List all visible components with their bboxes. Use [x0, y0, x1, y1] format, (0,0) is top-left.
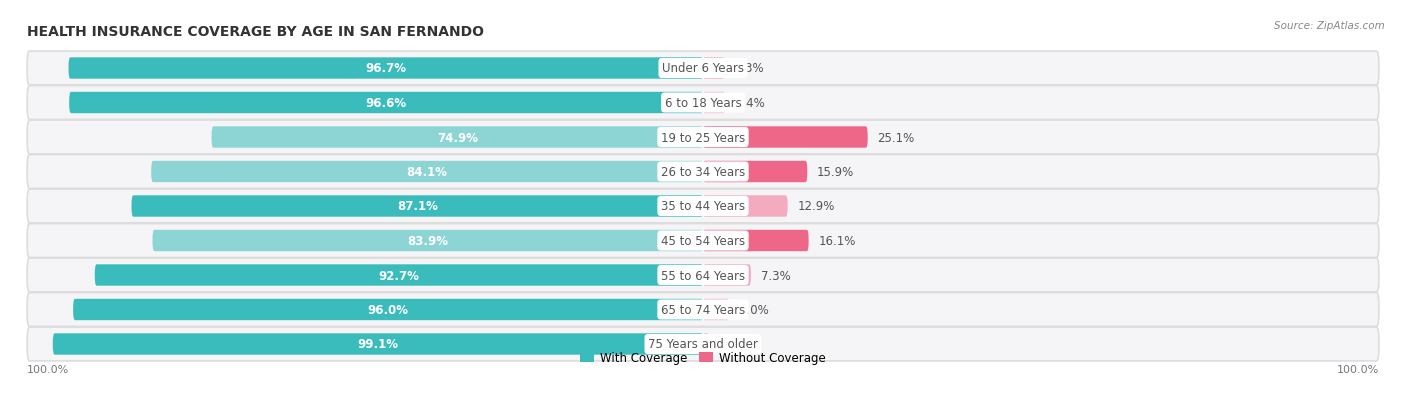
- Text: 84.1%: 84.1%: [406, 166, 447, 178]
- Text: Source: ZipAtlas.com: Source: ZipAtlas.com: [1274, 21, 1385, 31]
- Text: Under 6 Years: Under 6 Years: [662, 62, 744, 75]
- Text: 96.6%: 96.6%: [366, 97, 406, 110]
- FancyBboxPatch shape: [27, 52, 1379, 86]
- Text: 7.3%: 7.3%: [761, 269, 790, 282]
- Text: 83.9%: 83.9%: [408, 235, 449, 247]
- FancyBboxPatch shape: [703, 299, 730, 320]
- Text: 6 to 18 Years: 6 to 18 Years: [665, 97, 741, 110]
- Text: 45 to 54 Years: 45 to 54 Years: [661, 235, 745, 247]
- FancyBboxPatch shape: [211, 127, 703, 148]
- FancyBboxPatch shape: [27, 190, 1379, 223]
- Text: 55 to 64 Years: 55 to 64 Years: [661, 269, 745, 282]
- Text: 75 Years and older: 75 Years and older: [648, 338, 758, 351]
- FancyBboxPatch shape: [703, 334, 709, 355]
- Text: 96.0%: 96.0%: [367, 303, 409, 316]
- FancyBboxPatch shape: [132, 196, 703, 217]
- Text: 99.1%: 99.1%: [357, 338, 398, 351]
- FancyBboxPatch shape: [703, 93, 725, 114]
- FancyBboxPatch shape: [94, 265, 703, 286]
- FancyBboxPatch shape: [152, 230, 703, 252]
- FancyBboxPatch shape: [703, 196, 787, 217]
- FancyBboxPatch shape: [27, 224, 1379, 258]
- FancyBboxPatch shape: [703, 161, 807, 183]
- FancyBboxPatch shape: [27, 86, 1379, 120]
- Text: 19 to 25 Years: 19 to 25 Years: [661, 131, 745, 144]
- Text: 74.9%: 74.9%: [437, 131, 478, 144]
- Text: 12.9%: 12.9%: [797, 200, 835, 213]
- Text: 0.95%: 0.95%: [718, 338, 756, 351]
- Text: HEALTH INSURANCE COVERAGE BY AGE IN SAN FERNANDO: HEALTH INSURANCE COVERAGE BY AGE IN SAN …: [27, 25, 484, 38]
- Text: 100.0%: 100.0%: [27, 364, 69, 374]
- FancyBboxPatch shape: [27, 327, 1379, 361]
- Text: 25.1%: 25.1%: [877, 131, 915, 144]
- Legend: With Coverage, Without Coverage: With Coverage, Without Coverage: [575, 347, 831, 369]
- Text: 3.3%: 3.3%: [734, 62, 763, 75]
- Text: 92.7%: 92.7%: [378, 269, 419, 282]
- FancyBboxPatch shape: [703, 58, 724, 79]
- FancyBboxPatch shape: [703, 265, 751, 286]
- FancyBboxPatch shape: [152, 161, 703, 183]
- Text: 35 to 44 Years: 35 to 44 Years: [661, 200, 745, 213]
- Text: 100.0%: 100.0%: [1337, 364, 1379, 374]
- Text: 96.7%: 96.7%: [366, 62, 406, 75]
- Text: 4.0%: 4.0%: [740, 303, 769, 316]
- FancyBboxPatch shape: [703, 127, 868, 148]
- FancyBboxPatch shape: [27, 155, 1379, 189]
- Text: 3.4%: 3.4%: [735, 97, 765, 110]
- FancyBboxPatch shape: [53, 334, 703, 355]
- FancyBboxPatch shape: [27, 259, 1379, 292]
- Text: 87.1%: 87.1%: [396, 200, 437, 213]
- FancyBboxPatch shape: [73, 299, 703, 320]
- Text: 65 to 74 Years: 65 to 74 Years: [661, 303, 745, 316]
- FancyBboxPatch shape: [69, 58, 703, 79]
- FancyBboxPatch shape: [27, 121, 1379, 154]
- FancyBboxPatch shape: [69, 93, 703, 114]
- FancyBboxPatch shape: [703, 230, 808, 252]
- Text: 15.9%: 15.9%: [817, 166, 855, 178]
- FancyBboxPatch shape: [27, 293, 1379, 327]
- Text: 16.1%: 16.1%: [818, 235, 856, 247]
- Text: 26 to 34 Years: 26 to 34 Years: [661, 166, 745, 178]
